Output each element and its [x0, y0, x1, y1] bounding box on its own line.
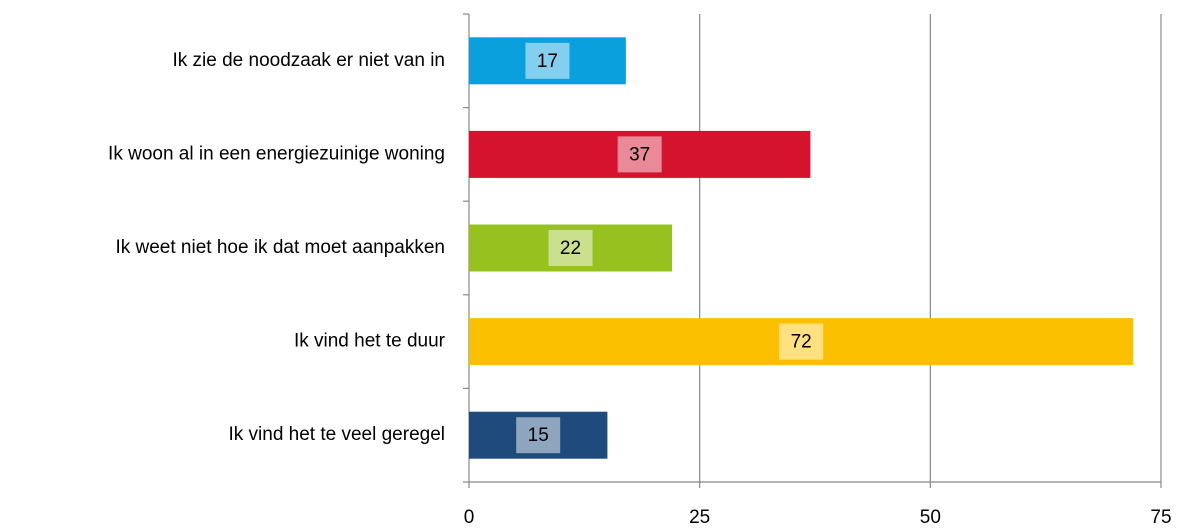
value-label-box: [617, 136, 662, 173]
y-tick-label: Ik woon al in een energiezuinige woning: [108, 143, 445, 164]
value-label: 15: [528, 425, 549, 446]
x-tick-label: 0: [464, 507, 475, 528]
value-label: 17: [537, 51, 558, 72]
value-label-box: [525, 42, 570, 79]
y-tick-label: Ik zie de noodzaak er niet van in: [172, 50, 445, 71]
x-tick-label: 25: [689, 507, 710, 528]
value-label: 37: [629, 144, 650, 165]
x-tick-label: 50: [920, 507, 941, 528]
y-tick-label: Ik vind het te duur: [294, 331, 446, 352]
value-label: 22: [560, 238, 581, 259]
y-tick-label: Ik vind het te veel geregel: [228, 424, 445, 445]
value-label-box: [548, 230, 593, 266]
value-label-box: [779, 323, 824, 360]
x-tick-label: 75: [1150, 507, 1171, 528]
y-tick-label: Ik weet niet hoe ik dat moet aanpakken: [115, 237, 445, 258]
value-label: 72: [791, 332, 812, 353]
value-label-box: [516, 417, 561, 454]
